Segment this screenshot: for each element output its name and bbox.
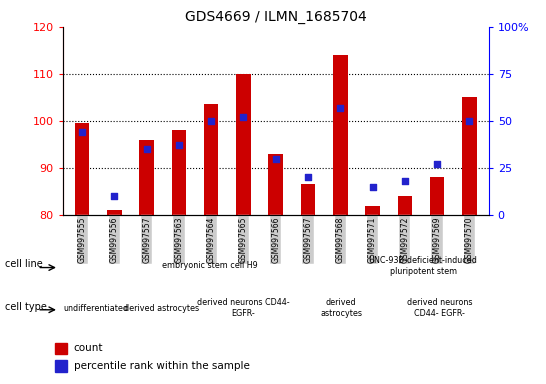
Bar (75, 123, 90, 215)
Text: GSM997570: GSM997570 (465, 217, 474, 263)
Point (465, 118, 474, 124)
Text: derived astrocytes: derived astrocytes (123, 304, 199, 313)
Bar (301, 184, 315, 215)
Text: GSM997569: GSM997569 (432, 217, 442, 263)
Bar (55, 360, 67, 372)
Text: GSM997572: GSM997572 (400, 217, 410, 263)
Bar (462, 98, 477, 215)
Text: derived neurons CD44-
EGFR-: derived neurons CD44- EGFR- (197, 298, 289, 318)
Point (239, 114, 248, 120)
Bar (333, 55, 347, 215)
Text: GSM997566: GSM997566 (271, 217, 280, 263)
Text: GSM997557: GSM997557 (142, 217, 151, 263)
Text: derived neurons
CD44- EGFR-: derived neurons CD44- EGFR- (407, 298, 472, 318)
Point (175, 142, 183, 149)
Point (110, 193, 119, 199)
Point (271, 156, 280, 162)
Point (143, 146, 151, 152)
Text: GSM997564: GSM997564 (207, 217, 216, 263)
Bar (430, 177, 444, 215)
Point (432, 161, 441, 167)
Bar (397, 196, 412, 215)
Bar (55, 343, 67, 354)
Text: GSM997567: GSM997567 (304, 217, 312, 263)
Title: GDS4669 / ILMN_1685704: GDS4669 / ILMN_1685704 (185, 10, 366, 25)
Text: GSM997556: GSM997556 (110, 217, 119, 263)
Text: UNC-93B-deficient-induced
pluripotent stem: UNC-93B-deficient-induced pluripotent st… (369, 256, 478, 276)
Text: undifferentiated: undifferentiated (63, 304, 128, 313)
Point (78, 129, 86, 135)
Text: GSM997563: GSM997563 (174, 217, 183, 263)
Point (336, 105, 345, 111)
Text: GSM997571: GSM997571 (368, 217, 377, 263)
Point (368, 184, 377, 190)
Text: derived
astrocytes: derived astrocytes (321, 298, 362, 318)
Point (400, 178, 409, 184)
Text: percentile rank within the sample: percentile rank within the sample (74, 361, 250, 371)
Text: GSM997555: GSM997555 (78, 217, 87, 263)
Point (304, 174, 312, 180)
Text: cell type: cell type (5, 301, 46, 311)
Text: GSM997565: GSM997565 (239, 217, 248, 263)
Text: cell line: cell line (5, 259, 43, 269)
Bar (236, 74, 251, 215)
Bar (365, 206, 380, 215)
Point (207, 118, 216, 124)
Bar (107, 210, 122, 215)
Text: embryonic stem cell H9: embryonic stem cell H9 (162, 262, 258, 270)
Bar (204, 104, 218, 215)
Bar (139, 140, 154, 215)
Text: GSM997568: GSM997568 (336, 217, 345, 263)
Bar (269, 154, 283, 215)
Text: count: count (74, 343, 103, 353)
Bar (171, 131, 186, 215)
